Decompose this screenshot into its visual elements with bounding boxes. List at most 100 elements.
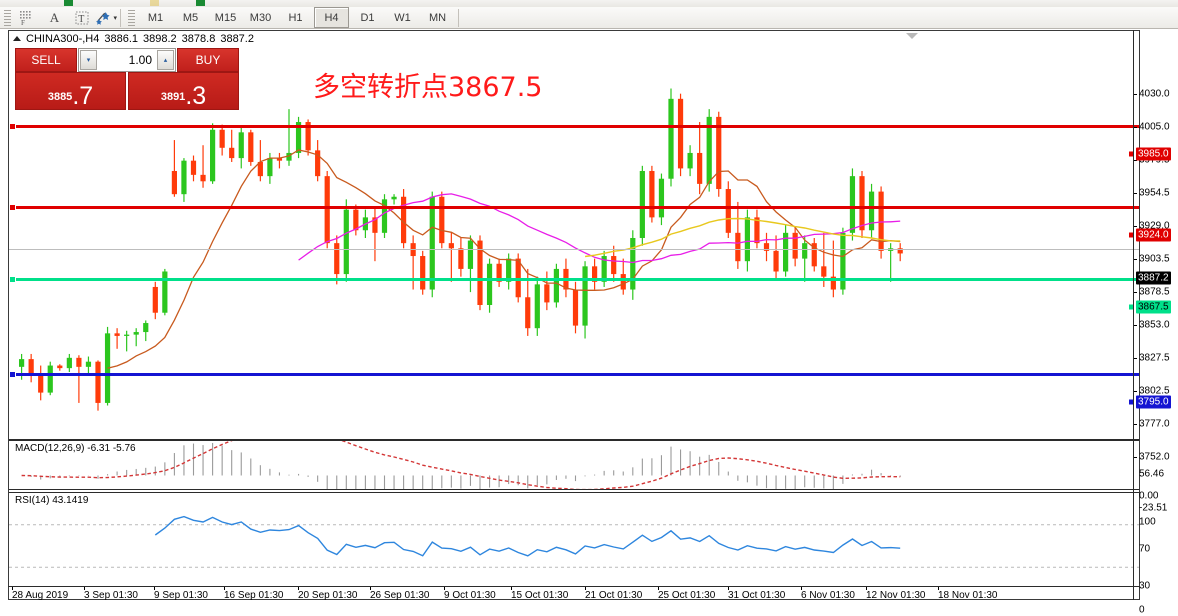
trade-prices-row: 3885 .7 3891 .3: [15, 72, 239, 110]
price-tick: [1133, 424, 1137, 425]
chart-header: CHINA300-,H4 3886.1 3898.2 3878.8 3887.2: [9, 31, 1139, 46]
price-tick: [1133, 259, 1137, 260]
price-marker-3924[interactable]: [1128, 231, 1135, 239]
time-tick: [728, 587, 729, 590]
macd-label: MACD(12,26,9) -6.31 -5.76: [13, 443, 138, 454]
timeframe-m30[interactable]: M30: [249, 11, 272, 24]
toolbar-grip-2[interactable]: [128, 9, 135, 26]
price-tick-label-8: 3827.5: [1139, 352, 1170, 364]
timeframe-w1[interactable]: W1: [394, 11, 411, 24]
price-tick-label-1: 4005.0: [1139, 121, 1170, 133]
price-tick: [1133, 160, 1137, 161]
time-tick: [511, 587, 512, 590]
status-nub-green2: [196, 0, 205, 6]
price-tick-label-3: 3954.5: [1139, 187, 1170, 199]
toolbar-grip-1[interactable]: [4, 9, 11, 26]
time-tick: [84, 587, 85, 590]
volume-increase-icon[interactable]: ▴: [157, 50, 174, 70]
ohlc-high: 3898.2: [143, 32, 177, 45]
buy-button[interactable]: BUY: [177, 48, 239, 72]
time-axis[interactable]: 28 Aug 2019 3 Sep 01:30 9 Sep 01:30 16 Sep …: [8, 586, 1140, 607]
text-label-icon[interactable]: A: [41, 8, 68, 28]
price-marker-3985[interactable]: [1128, 150, 1135, 158]
timeframe-h1[interactable]: H1: [288, 11, 303, 24]
crosshair-grid-icon[interactable]: F: [14, 8, 41, 28]
price-label-3867[interactable]: 3867.5: [1136, 300, 1171, 314]
sell-price-integer: 3885: [47, 91, 73, 103]
time-axis-label-4: 20 Sep 01:30: [298, 590, 358, 601]
level-handle-3924[interactable]: [9, 204, 16, 211]
level-line-3924[interactable]: [9, 204, 1139, 211]
macd-pane[interactable]: MACD(12,26,9) -6.31 -5.76: [9, 440, 1139, 490]
timeframe-h4[interactable]: H4: [314, 7, 349, 28]
price-marker-3795[interactable]: [1128, 398, 1135, 406]
svg-text:T: T: [78, 14, 84, 25]
ohlc-close: 3887.2: [220, 32, 254, 45]
time-axis-label-5: 26 Sep 01:30: [370, 590, 430, 601]
sell-price-tile[interactable]: 3885 .7: [15, 72, 126, 110]
price-marker-3867[interactable]: [1128, 303, 1135, 311]
ohlc-low: 3878.8: [181, 32, 216, 45]
price-tick-label-4: 3929.0: [1139, 220, 1170, 232]
price-tick-label-11: 3752.0: [1139, 451, 1170, 463]
pane-collapse-arrow-icon[interactable]: [906, 33, 918, 39]
timeframe-mn[interactable]: MN: [428, 11, 447, 24]
price-tick: [1133, 457, 1137, 458]
level-line-3795[interactable]: [9, 371, 1139, 378]
chart-toolbar[interactable]: F A T ▾ M1 M5 M15 M30 H1 H4 D1 W: [0, 7, 1178, 29]
volume-stepper[interactable]: ▾ 1.00 ▴: [78, 48, 176, 72]
status-nub-amber: [150, 0, 159, 6]
rsi-axis-30: 30: [1139, 580, 1151, 592]
time-axis-label-10: 31 Oct 01:30: [728, 590, 786, 601]
time-axis-label-9: 25 Oct 01:30: [658, 590, 716, 601]
price-scale[interactable]: 4030.04005.03979.53954.53929.03903.53878…: [1128, 30, 1178, 616]
status-nub-green: [64, 0, 73, 6]
objects-caret-icon[interactable]: ▾: [113, 14, 117, 22]
trade-controls-row: SELL ▾ 1.00 ▴ BUY: [15, 48, 239, 72]
time-tick: [866, 587, 867, 590]
timeframe-m5[interactable]: M5: [182, 11, 199, 24]
sell-button[interactable]: SELL: [15, 48, 77, 72]
macd-axis-max: 56.46: [1139, 468, 1165, 480]
level-handle-3985[interactable]: [9, 123, 16, 130]
time-tick: [154, 587, 155, 590]
time-tick: [938, 587, 939, 590]
price-tick: [1133, 325, 1137, 326]
macd-separator-bottom: [9, 489, 1139, 490]
buy-price-tile[interactable]: 3891 .3: [128, 72, 239, 110]
volume-decrease-icon[interactable]: ▾: [80, 50, 97, 70]
price-label-3795[interactable]: 3795.0: [1136, 395, 1171, 409]
timeframe-m1[interactable]: M1: [147, 11, 164, 24]
timeframe-d1[interactable]: D1: [360, 11, 375, 24]
collapse-triangle-icon[interactable]: [13, 36, 21, 41]
rsi-axis-70: 70: [1139, 543, 1151, 555]
toolbar-separator-2: [458, 8, 459, 27]
rsi-axis-100: 100: [1139, 516, 1156, 528]
level-handle-3795[interactable]: [9, 371, 16, 378]
level-line-3867[interactable]: [9, 276, 1139, 283]
text-box-icon[interactable]: T: [68, 8, 95, 28]
volume-input[interactable]: 1.00: [128, 53, 152, 67]
macd-separator-top: [9, 439, 1139, 440]
buy-price-integer: 3891: [160, 91, 186, 103]
price-tick-label-5: 3903.5: [1139, 253, 1170, 265]
rsi-pane[interactable]: RSI(14) 43.1419: [9, 493, 1139, 599]
timeframe-m15[interactable]: M15: [214, 11, 237, 24]
time-tick: [658, 587, 659, 590]
price-label-current[interactable]: 3887.2: [1136, 271, 1171, 285]
price-tick-label-0: 4030.0: [1139, 88, 1170, 100]
rsi-separator-top: [9, 492, 1139, 493]
macd-axis-min: -23.51: [1139, 502, 1168, 514]
time-axis-label-2: 9 Sep 01:30: [154, 590, 208, 601]
price-tick-label-10: 3777.0: [1139, 418, 1170, 430]
objects-icon[interactable]: ▾: [95, 8, 117, 28]
one-click-trading-panel[interactable]: SELL ▾ 1.00 ▴ BUY 3885 .7 3891 .3: [15, 48, 239, 110]
price-label-3924[interactable]: 3924.0: [1136, 228, 1171, 242]
time-axis-label-1: 3 Sep 01:30: [84, 590, 138, 601]
level-line-3985[interactable]: [9, 123, 1139, 130]
level-handle-3867[interactable]: [9, 276, 16, 283]
chart-area[interactable]: CHINA300-,H4 3886.1 3898.2 3878.8 3887.2: [8, 30, 1140, 600]
chart-annotation[interactable]: 多空转折点3867.5: [313, 72, 543, 103]
time-tick: [12, 587, 13, 590]
price-label-3985[interactable]: 3985.0: [1136, 147, 1171, 161]
